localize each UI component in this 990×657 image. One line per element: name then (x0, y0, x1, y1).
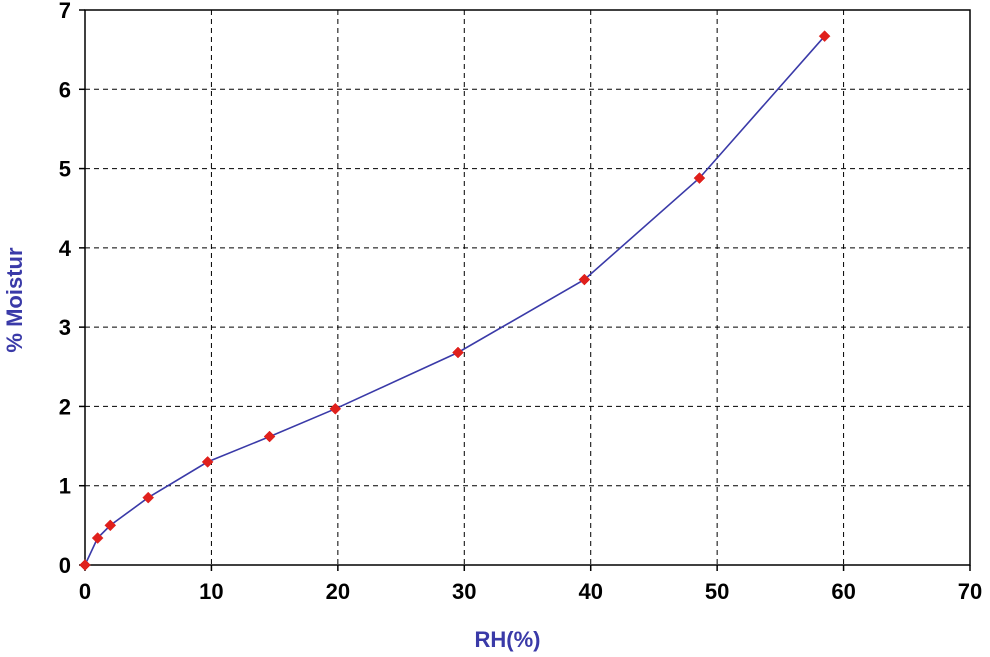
data-point-marker (79, 559, 91, 571)
y-tick-label: 4 (59, 236, 72, 261)
data-point-marker (693, 172, 706, 184)
x-tick-label: 70 (958, 579, 982, 604)
x-tick-label: 0 (79, 579, 91, 604)
x-tick-label: 30 (452, 579, 476, 604)
y-tick-label: 0 (59, 553, 71, 578)
y-tick-label: 2 (59, 394, 71, 419)
y-tick-label: 5 (59, 157, 71, 182)
data-point-marker (91, 532, 104, 544)
y-tick-label: 3 (59, 315, 71, 340)
x-tick-label: 50 (705, 579, 729, 604)
data-point-marker (578, 273, 591, 286)
y-tick-label: 1 (59, 474, 71, 499)
data-point-marker (263, 430, 276, 443)
x-tick-label: 60 (831, 579, 855, 604)
y-tick-label: 6 (59, 77, 71, 102)
data-point-marker (818, 30, 831, 43)
data-point-marker (201, 456, 214, 468)
data-point-marker (452, 346, 464, 359)
plot-area-frame (84, 9, 971, 566)
data-point-marker (104, 519, 117, 532)
grid-lines (85, 10, 970, 565)
y-axis-title: % Moistur (2, 247, 27, 353)
data-series (79, 30, 831, 571)
x-axis-title: RH(%) (475, 627, 541, 652)
data-point-marker (142, 491, 155, 504)
y-tick-label: 7 (59, 0, 71, 23)
y-axis-tick-labels: 0 1 2 3 4 5 6 7 (59, 0, 85, 578)
x-axis-tick-labels: 0 10 20 30 40 50 60 70 (79, 565, 982, 604)
x-tick-label: 10 (199, 579, 223, 604)
x-tick-label: 20 (326, 579, 350, 604)
x-tick-label: 40 (578, 579, 602, 604)
data-point-marker (329, 402, 342, 415)
